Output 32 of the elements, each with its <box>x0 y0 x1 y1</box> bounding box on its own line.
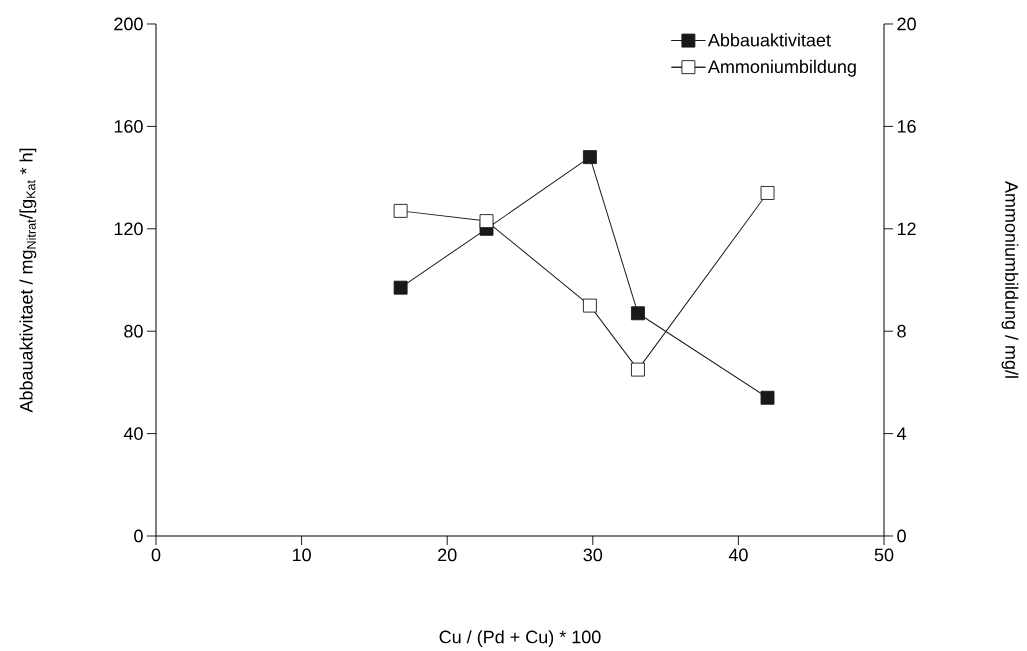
point <box>393 203 408 218</box>
point <box>582 150 597 165</box>
y-tick-label: 40 <box>123 427 143 440</box>
x-tick-label: 0 <box>151 548 161 562</box>
point <box>630 306 645 321</box>
y-axis-title: Abbauaktivitaet / mg$_{Nitrat}$/[g$_{Kat}$ * h] <box>19 148 37 413</box>
y2-tick-label: 20 <box>897 17 916 31</box>
x-tick-label: 40 <box>728 548 748 562</box>
x-tick-label: 10 <box>292 548 311 562</box>
point <box>479 214 494 229</box>
y-tick-label: 160 <box>114 120 143 133</box>
point <box>393 280 408 295</box>
y2-axis-title: Ammoniumbildung / mg/l <box>1001 180 1019 378</box>
y-tick-label: 80 <box>124 324 143 338</box>
y2-tick-label: 16 <box>897 120 916 133</box>
x-tick-label: 20 <box>438 548 457 562</box>
point <box>582 298 597 313</box>
x-tick-label: 50 <box>874 548 894 562</box>
y-tick-label: 0 <box>134 529 143 543</box>
y-tick-label: 120 <box>114 222 143 236</box>
point <box>760 390 775 405</box>
x-axis-title: Cu / (Pd + Cu) * 100 <box>439 630 601 647</box>
y2-tick-label: 8 <box>897 324 906 338</box>
y2-tick-label: 0 <box>897 529 906 543</box>
legend-label: Ammoniumbildung <box>707 59 856 77</box>
x-tick-label: 30 <box>583 548 603 562</box>
point <box>760 186 775 200</box>
point <box>631 362 645 377</box>
y-tick-label: 200 <box>114 17 143 31</box>
legend-label: Abbauaktivitaet <box>707 33 831 47</box>
y2-tick-label: 12 <box>897 222 916 236</box>
y2-tick-label: 4 <box>896 427 907 440</box>
